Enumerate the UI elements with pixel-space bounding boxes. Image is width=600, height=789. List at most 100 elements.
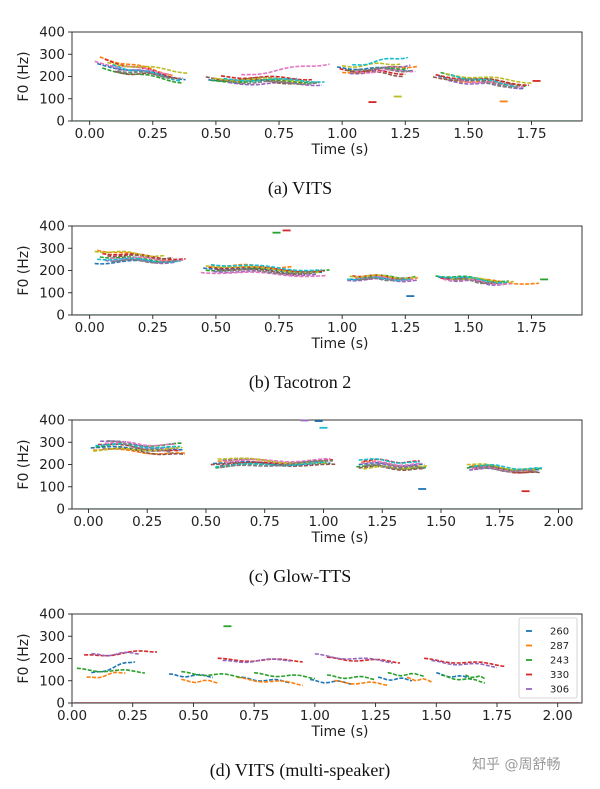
data-segment-s10 [478,466,538,473]
series-330 [84,650,505,668]
data-segment-s10 [112,258,179,264]
data-segment-s2 [342,65,419,74]
y-axis-label: F0 (Hz) [16,439,32,489]
data-segment-s8 [93,446,183,452]
data-segment-287 [334,679,388,687]
data-segment-s7 [224,457,331,464]
data-segment-s9 [95,443,181,449]
data-segment-s10 [117,69,184,80]
x-tick-label: 0.25 [138,126,168,142]
data-segment-306 [91,651,141,657]
x-axis-label: Time (s) [311,336,369,352]
x-tick-label: 0.25 [132,514,162,530]
legend-box [518,617,578,699]
series-243 [76,667,486,684]
data-segment-s4 [435,73,530,87]
y-tick-label: 400 [39,607,65,623]
x-tick-label: 1.25 [367,514,397,530]
data-segment-s9 [223,77,325,83]
y-tick-label: 200 [39,69,65,85]
x-tick-label: 1.75 [482,708,512,724]
data-segment-s8 [445,72,532,84]
legend-label: 260 [550,627,569,638]
y-tick-label: 200 [39,651,65,667]
x-tick-label: 1.50 [426,514,456,530]
data-segment-s6 [358,465,425,472]
data-segment-330 [424,657,505,668]
y-axis-label: F0 (Hz) [16,245,32,295]
y-tick-label: 0 [56,502,65,518]
plot-frame [71,31,583,122]
data-segment-287 [406,676,432,683]
series-s9 [95,443,543,471]
data-segment-s7 [361,460,423,467]
y-tick-label: 100 [39,285,65,301]
data-segment-s9 [352,56,408,66]
y-tick-label: 300 [39,435,65,451]
x-tick-label: 1.50 [453,126,483,142]
x-tick-label: 0.25 [118,708,148,724]
x-tick-label: 0.00 [75,126,105,142]
data-segment-s5 [228,81,323,87]
x-tick-label: 0.50 [178,708,208,724]
data-segment-s10 [365,463,425,470]
data-segment-s10 [453,278,497,285]
y-tick-label: 300 [39,629,65,645]
data-segment-s8 [94,250,166,258]
y-tick-label: 0 [56,308,65,324]
data-segment-s8 [450,277,514,284]
y-axis-label: F0 (Hz) [16,633,32,683]
data-segment-243 [440,674,486,684]
chart-panel-1: 0 100 200 300 400 0.00 0.25 0.50 0.75 1.00 1.25 1.5… [16,25,583,199]
x-tick-label: 0.75 [239,708,269,724]
series-287 [86,671,432,687]
panel-caption: (a) VITS [268,178,332,199]
y-tick-label: 100 [39,673,65,689]
y-tick-label: 100 [39,479,65,495]
data-segment-s8 [107,61,189,74]
data-segment-243 [465,674,486,680]
panel-caption: (b) Tacotron 2 [249,372,351,393]
x-tick-label: 1.00 [308,514,338,530]
x-tick-label: 2.00 [543,514,573,530]
data-segment-287 [86,671,126,679]
data-segment-s10 [442,77,519,89]
data-segment-243 [326,674,376,681]
data-segment-s6 [215,268,312,275]
data-segment-s10 [357,276,406,282]
data-segment-s8 [213,77,307,82]
series-s10 [112,258,497,285]
data-segment-s4 [352,274,411,280]
x-tick-label: 0.00 [57,708,87,724]
x-axis-label: Time (s) [311,724,369,740]
x-tick-label: 0.75 [264,126,294,142]
series-s10 [117,67,519,89]
legend-label: 306 [550,685,569,696]
x-tick-label: 0.00 [73,514,103,530]
data-segment-260 [309,678,352,685]
data-segment-s6 [107,254,174,260]
data-segment-s7 [354,275,413,282]
chart-panel-4: 0 100 200 300 400 0.00 0.25 0.50 0.75 1.00 1.25 1.5… [16,607,583,781]
y-tick-label: 0 [56,696,65,712]
data-segment-s7 [354,68,416,74]
x-axis-label: Time (s) [311,142,369,158]
y-tick-label: 0 [56,114,65,130]
x-tick-label: 1.00 [327,320,357,336]
y-tick-label: 400 [39,413,65,429]
data-segment-s9 [437,275,509,284]
panel-caption: (d) VITS (multi-speaker) [210,760,391,781]
y-tick-label: 300 [39,241,65,257]
data-segment-243 [181,670,243,679]
data-segment-s1 [90,445,183,452]
data-segment-306 [314,653,393,664]
x-tick-label: 1.00 [327,126,357,142]
data-segment-s10 [236,80,320,86]
y-tick-label: 200 [39,263,65,279]
x-tick-label: 0.00 [75,320,105,336]
x-tick-label: 0.75 [250,514,280,530]
chart-panel-2: 0 100 200 300 400 0.00 0.25 0.50 0.75 1.00 1.25 1.5… [16,219,583,393]
data-segment-s2 [93,448,185,455]
x-tick-label: 2.00 [543,708,573,724]
data-segment-s9 [473,463,543,471]
